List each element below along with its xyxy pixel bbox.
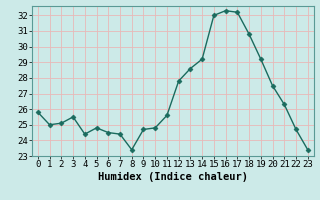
X-axis label: Humidex (Indice chaleur): Humidex (Indice chaleur) [98, 172, 248, 182]
